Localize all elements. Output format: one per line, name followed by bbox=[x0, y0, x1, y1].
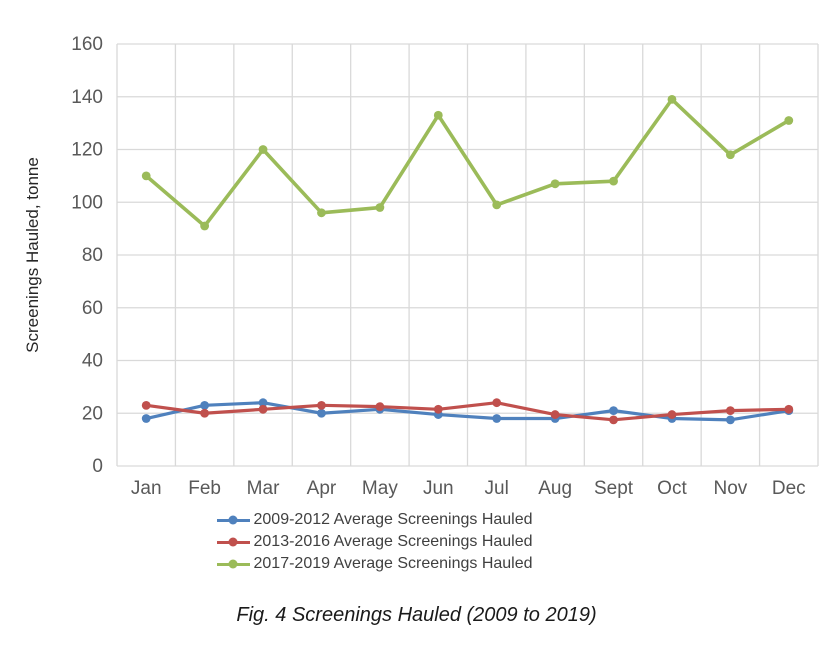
data-point bbox=[784, 404, 794, 414]
x-tick-label: Apr bbox=[307, 478, 337, 499]
chart-series bbox=[141, 94, 794, 425]
x-tick-label: Mar bbox=[247, 478, 280, 499]
axis-tick-labels: 0 20 40 60 80 100 120 140 160 Jan Feb Mar Apr May Jun J… bbox=[71, 34, 805, 499]
y-tick-label: 80 bbox=[82, 245, 103, 266]
data-point bbox=[784, 116, 794, 125]
x-tick-label: Jul bbox=[485, 478, 509, 499]
legend-item-2013-2016: 2013-2016 Average Screenings Hauled bbox=[216, 533, 617, 551]
legend-label: 2009-2012 Average Screenings Hauled bbox=[253, 511, 533, 528]
data-point bbox=[200, 400, 210, 410]
chart-legend: 2009-2012 Average Screenings Hauled 2013… bbox=[0, 511, 833, 573]
y-tick-label: 160 bbox=[71, 34, 103, 55]
figure-caption: Fig. 4 Screenings Hauled (2009 to 2019) bbox=[236, 604, 597, 626]
data-point bbox=[258, 404, 268, 414]
legend-item-2017-2019: 2017-2019 Average Screenings Hauled bbox=[216, 555, 617, 573]
x-tick-label: Jan bbox=[131, 478, 162, 499]
legend-line-marker-red-icon bbox=[216, 537, 250, 547]
data-point bbox=[667, 94, 677, 104]
y-tick-label: 0 bbox=[92, 456, 103, 477]
x-tick-label: Nov bbox=[713, 478, 747, 499]
data-point bbox=[317, 208, 326, 218]
data-point bbox=[433, 110, 443, 120]
y-tick-label: 20 bbox=[82, 403, 103, 424]
y-tick-label: 40 bbox=[82, 351, 103, 372]
x-tick-label: Jun bbox=[423, 478, 454, 499]
x-tick-label: Dec bbox=[772, 478, 806, 499]
y-tick-label: 60 bbox=[82, 298, 103, 319]
data-point bbox=[609, 176, 618, 186]
data-point bbox=[725, 150, 735, 160]
legend-label: 2017-2019 Average Screenings Hauled bbox=[253, 555, 533, 572]
x-tick-label: Feb bbox=[188, 478, 221, 499]
y-tick-label: 140 bbox=[71, 87, 103, 108]
y-tick-label: 100 bbox=[71, 192, 103, 213]
data-point bbox=[375, 203, 385, 212]
x-tick-label: Oct bbox=[657, 478, 687, 499]
data-point bbox=[200, 408, 210, 418]
data-point bbox=[550, 179, 560, 189]
data-point bbox=[317, 400, 326, 410]
data-point bbox=[492, 414, 502, 423]
data-point bbox=[609, 415, 618, 425]
data-point bbox=[141, 400, 151, 410]
data-point bbox=[667, 410, 677, 419]
x-tick-label: May bbox=[362, 478, 398, 499]
data-point bbox=[317, 408, 326, 418]
data-point bbox=[492, 200, 502, 210]
data-point bbox=[375, 402, 385, 412]
chart-gridlines bbox=[116, 43, 819, 467]
x-tick-label: Sept bbox=[594, 478, 634, 499]
data-point bbox=[725, 406, 735, 416]
legend-item-2009-2012: 2009-2012 Average Screenings Hauled bbox=[216, 511, 617, 529]
data-point bbox=[141, 171, 151, 181]
line-chart: 0 20 40 60 80 100 120 140 160 Jan Feb Mar Apr May Jun J… bbox=[23, 34, 819, 499]
data-point bbox=[258, 145, 268, 154]
data-point bbox=[433, 404, 443, 414]
data-point bbox=[550, 410, 560, 419]
data-point bbox=[141, 414, 151, 423]
data-point bbox=[609, 406, 618, 416]
x-tick-label: Aug bbox=[538, 478, 572, 499]
y-tick-label: 120 bbox=[71, 140, 103, 161]
data-point bbox=[258, 398, 268, 408]
data-point bbox=[725, 415, 735, 425]
legend-label: 2013-2016 Average Screenings Hauled bbox=[253, 533, 533, 550]
data-point bbox=[492, 398, 502, 408]
data-point bbox=[200, 221, 210, 231]
legend-line-marker-blue-icon bbox=[216, 515, 250, 525]
y-axis-title: Screenings Hauled, tonne bbox=[23, 157, 42, 353]
legend-line-marker-green-icon bbox=[216, 559, 250, 569]
